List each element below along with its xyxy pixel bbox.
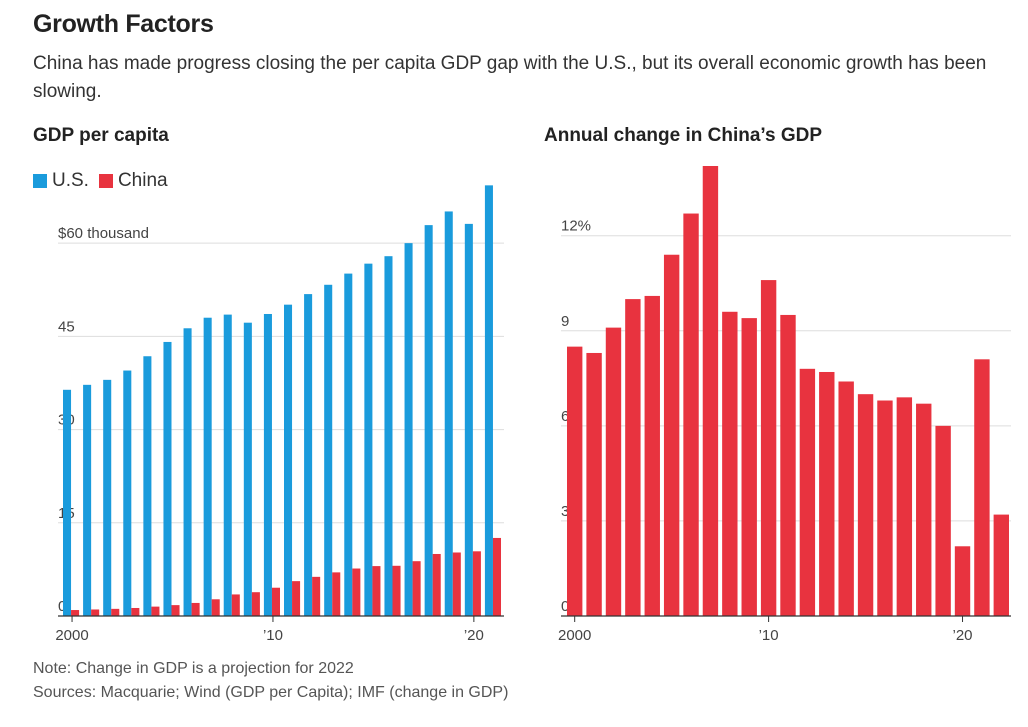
bar-china-2014 (352, 568, 361, 616)
legend-swatch-us (33, 174, 47, 188)
x-tick-label-2010: ’10 (759, 627, 779, 644)
bar-us-2001 (83, 384, 92, 616)
bar-china-2021 (492, 537, 501, 616)
bar-china-2002 (605, 327, 622, 616)
bar-china-2016 (392, 565, 401, 616)
bar-china-2000 (71, 610, 80, 616)
bar-china-2011 (292, 581, 301, 616)
x-tick-label-2000: 2000 (55, 627, 88, 644)
bar-us-2008 (223, 314, 232, 616)
bar-china-2003 (131, 607, 140, 616)
bar-china-2018 (432, 553, 441, 616)
bar-china-2013 (819, 371, 835, 616)
bar-china-2022 (993, 514, 1009, 616)
bar-us-2018 (424, 225, 433, 616)
bar-china-2011 (780, 314, 796, 616)
bar-china-2021 (974, 359, 990, 616)
bar-china-2016 (877, 400, 893, 616)
bar-china-2020 (954, 546, 971, 616)
bar-china-2018 (916, 403, 932, 616)
bar-us-2011 (284, 304, 293, 616)
bar-china-2020 (472, 551, 481, 616)
bar-china-2004 (151, 606, 160, 616)
bar-china-2017 (896, 397, 913, 616)
footnote: Note: Change in GDP is a projection for … (33, 660, 354, 677)
bar-us-2020 (464, 223, 473, 616)
bar-china-2007 (211, 599, 220, 616)
bar-china-2004 (644, 295, 660, 616)
x-tick-label-2000: 2000 (558, 627, 591, 644)
bar-china-2002 (111, 608, 120, 616)
bar-us-2019 (444, 211, 453, 616)
chart-subtitle: China has made progress closing the per … (33, 53, 987, 102)
bar-china-2001 (586, 352, 602, 616)
bar-china-2015 (372, 566, 381, 616)
bar-china-2000 (567, 346, 583, 616)
bar-china-2019 (935, 425, 951, 616)
bar-china-2012 (799, 368, 816, 616)
bar-china-2009 (741, 318, 757, 616)
bar-china-2007 (702, 166, 719, 616)
bar-china-2014 (838, 381, 854, 616)
x-tick-label-2020: ’20 (953, 627, 973, 644)
bar-us-2009 (243, 322, 252, 616)
legend-label-china: China (117, 170, 168, 191)
y-tick-label-45: 45 (58, 318, 75, 335)
bar-china-2017 (412, 561, 421, 616)
bar-us-2014 (344, 273, 353, 616)
bar-us-2016 (384, 256, 393, 616)
bar-us-2006 (183, 328, 192, 616)
bar-china-2003 (625, 299, 641, 616)
bar-china-2006 (683, 213, 699, 616)
legend-item-china: China (98, 170, 168, 192)
y-tick-label-0: 0 (561, 598, 569, 615)
y-tick-label-6: 6 (561, 408, 569, 425)
bar-china-2010 (760, 280, 777, 616)
bar-china-2005 (171, 605, 180, 616)
bar-china-2013 (332, 572, 341, 616)
bar-us-2012 (304, 294, 313, 616)
bar-us-2013 (324, 284, 333, 616)
bar-us-2017 (404, 243, 413, 616)
legend-label-us: U.S. (52, 170, 89, 191)
bar-china-2009 (251, 592, 260, 616)
chart-title-main: Growth Factors (33, 10, 214, 38)
bar-us-2000 (63, 389, 72, 616)
bar-china-2001 (91, 609, 100, 616)
bar-china-2010 (271, 587, 280, 616)
bar-china-2005 (663, 254, 680, 616)
bar-us-2007 (203, 317, 212, 616)
bar-china-2012 (312, 576, 321, 616)
x-tick-label-2010: ’10 (263, 627, 283, 644)
bar-us-2021 (484, 185, 493, 616)
legend-swatch-china (98, 174, 113, 188)
bar-us-2004 (143, 356, 152, 616)
bar-us-2003 (123, 370, 132, 616)
bar-us-2010 (263, 313, 272, 616)
x-tick-label-2020: ’20 (464, 627, 484, 644)
left-chart-title: GDP per capita (33, 125, 169, 146)
sources: Sources: Macquarie; Wind (GDP per Capita… (33, 684, 509, 701)
bar-china-2008 (722, 311, 738, 616)
bar-us-2005 (163, 341, 172, 616)
y-tick-label-0: 0 (58, 598, 66, 615)
y-tick-label-60: $60 thousand (58, 225, 149, 242)
bar-us-2002 (103, 379, 112, 616)
right-chart-title: Annual change in China’s GDP (544, 125, 822, 146)
legend: U.S. China (33, 170, 178, 192)
bar-china-2008 (231, 594, 240, 616)
bar-china-2006 (191, 602, 200, 616)
bar-us-2015 (364, 263, 373, 616)
bar-china-2019 (452, 552, 461, 616)
y-tick-label-12: 12% (561, 218, 591, 235)
y-tick-label-9: 9 (561, 313, 569, 330)
legend-item-us: U.S. (33, 170, 89, 192)
y-tick-label-3: 3 (561, 503, 569, 520)
bar-china-2015 (857, 394, 874, 616)
